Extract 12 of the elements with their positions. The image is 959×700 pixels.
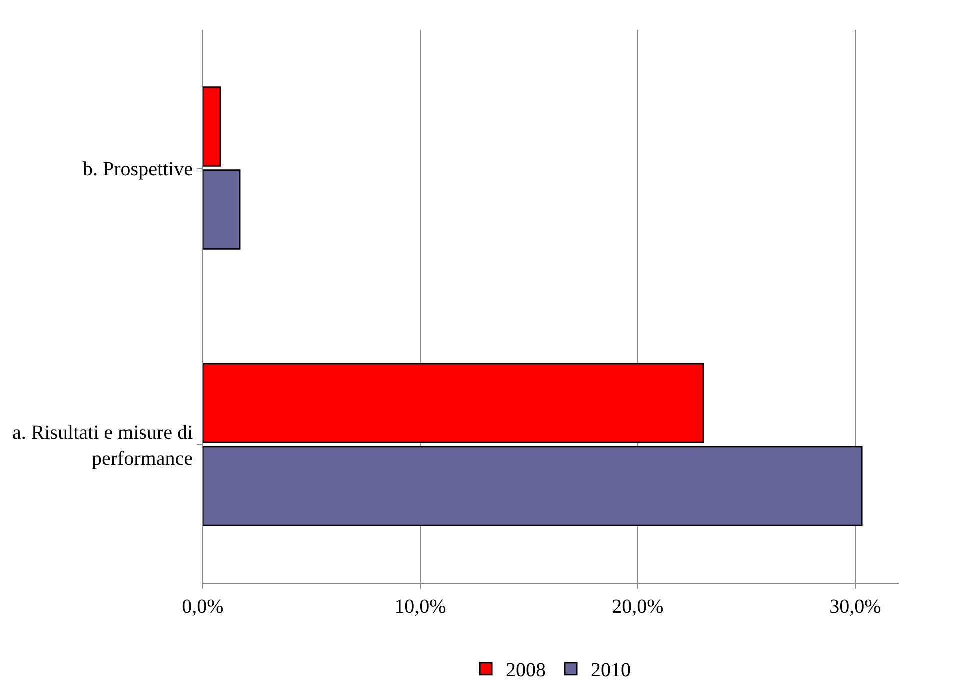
x-tick-label: 10,0%	[394, 596, 446, 618]
legend-label: 2010	[591, 660, 631, 682]
legend-label: 2008	[506, 660, 546, 682]
bar	[203, 363, 704, 444]
x-tick-label: 20,0%	[612, 596, 664, 618]
y-tick-label: b. Prospettive	[83, 158, 194, 180]
bar	[203, 86, 222, 167]
x-tick-label: 30,0%	[830, 596, 882, 618]
y-tick-label: a. Risultati e misure di performance	[12, 422, 194, 470]
bar	[203, 170, 241, 250]
bar	[203, 446, 863, 526]
x-tick-label: 0,0%	[182, 596, 224, 618]
